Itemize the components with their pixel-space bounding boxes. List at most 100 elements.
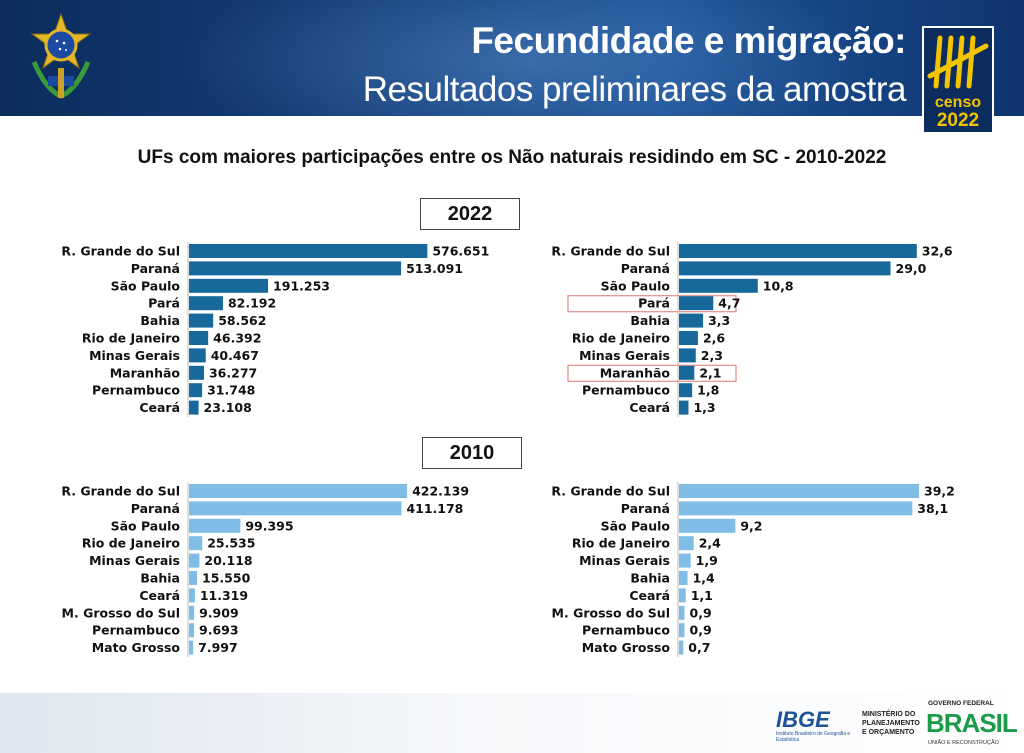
bar-r-grande-do-sul	[189, 484, 408, 498]
bar-bahia	[679, 313, 704, 328]
ministry-logo: MINISTÉRIO DO PLANEJAMENTO E ORÇAMENTO	[862, 710, 920, 737]
category-label: Bahia	[630, 571, 670, 586]
bar-minas-gerais	[189, 348, 206, 363]
highlight-box-maranhao	[567, 364, 737, 382]
value-label: 29,0	[896, 261, 927, 276]
value-label: 25.535	[207, 536, 255, 551]
bar-minas-gerais	[679, 553, 691, 568]
category-label: Paraná	[131, 261, 180, 276]
category-label: São Paulo	[111, 278, 181, 293]
value-label: 23.108	[204, 400, 252, 415]
value-label: 1,4	[693, 571, 715, 586]
bar-m-grosso-do-sul	[189, 605, 195, 620]
bar-parana	[679, 501, 913, 516]
value-label: 31.748	[207, 383, 255, 398]
value-label: 0,9	[690, 605, 712, 620]
bar-mato-grosso	[189, 640, 194, 655]
value-label: 10,8	[763, 278, 794, 293]
value-label: 9.693	[199, 623, 239, 638]
value-label: 9,2	[740, 518, 762, 533]
bar-r-grande-do-sul	[679, 244, 917, 258]
bar-ceara	[679, 588, 686, 603]
gov-federal-label: GOVERNO FEDERAL	[928, 700, 994, 707]
bar-bahia	[189, 313, 214, 328]
bar-r-grande-do-sul	[679, 484, 920, 498]
category-label: Pernambuco	[92, 623, 180, 638]
category-label: Pernambuco	[582, 383, 670, 398]
value-label: 422.139	[412, 484, 469, 499]
value-label: 99.395	[245, 518, 293, 533]
category-label: São Paulo	[601, 518, 671, 533]
bar-para	[189, 296, 223, 311]
category-label: R. Grande do Sul	[551, 244, 670, 259]
value-label: 7.997	[198, 640, 238, 655]
value-label: 4,7	[718, 296, 740, 311]
header-light-streak	[180, 0, 880, 116]
bar-pernambuco	[679, 623, 685, 638]
value-label: 2,4	[699, 536, 721, 551]
value-label: 0,7	[688, 640, 710, 655]
bar-rio-de-janeiro	[679, 536, 694, 551]
bar-pernambuco	[189, 623, 195, 638]
bar-r-grande-do-sul	[189, 244, 428, 258]
category-label: Rio de Janeiro	[572, 536, 671, 551]
category-label: Ceará	[629, 400, 670, 415]
bar-pernambuco	[679, 383, 693, 398]
value-label: 3,3	[708, 313, 730, 328]
category-label: M. Grosso do Sul	[552, 605, 670, 620]
bar-bahia	[679, 571, 688, 585]
category-label: Pará	[638, 296, 670, 311]
bar-rio-de-janeiro	[189, 536, 203, 551]
brasil-logo: BRASIL	[926, 708, 1018, 738]
category-label: Bahia	[140, 571, 180, 586]
value-label: 1,3	[693, 400, 715, 415]
value-label: 46.392	[213, 331, 261, 346]
category-label: Ceará	[139, 588, 180, 603]
censo-logo-year: 2022	[936, 110, 980, 131]
uniao-reconstrucao-label: UNIÃO E RECONSTRUÇÃO	[928, 740, 999, 746]
category-label: Paraná	[621, 501, 670, 516]
bar-maranhao	[679, 365, 695, 380]
bar-ceara	[189, 588, 195, 603]
value-label: 15.550	[202, 571, 251, 586]
brazil-coat-of-arms-icon	[30, 12, 92, 99]
category-label: Paraná	[131, 501, 180, 516]
category-label: Mato Grosso	[582, 640, 671, 655]
page-title: Fecundidade e migração:	[471, 20, 906, 61]
category-label: Mato Grosso	[92, 640, 181, 655]
highlight-box-para	[567, 295, 737, 313]
category-label: Rio de Janeiro	[82, 331, 181, 346]
header-banner: Fecundidade e migração: Resultados preli…	[0, 0, 1024, 116]
category-label: Minas Gerais	[89, 348, 180, 363]
ministry-line: MINISTÉRIO DO	[862, 711, 916, 718]
censo-logo-text: censo	[934, 94, 982, 111]
chart-title: UFs com maiores participações entre os N…	[137, 147, 887, 168]
footer-bar	[0, 693, 1024, 753]
bar-ceara	[679, 400, 689, 415]
value-label: 36.277	[209, 365, 257, 380]
bar-parana	[189, 501, 402, 516]
value-label: 513.091	[406, 261, 463, 276]
value-label: 411.178	[406, 501, 463, 516]
category-label: Pernambuco	[92, 383, 180, 398]
category-label: Pernambuco	[582, 623, 670, 638]
bar-mato-grosso	[679, 640, 684, 655]
category-label: Ceará	[139, 400, 180, 415]
category-label: Maranhão	[600, 365, 671, 380]
value-label: 38,1	[917, 501, 948, 516]
year-label-2010: 2010	[422, 437, 522, 469]
category-label: São Paulo	[111, 518, 181, 533]
ministry-line: PLANEJAMENTO	[862, 720, 920, 727]
chart-2022-absolute: R. Grande do Sul 576.651 Paraná 513.091 São …	[61, 242, 489, 417]
bar-minas-gerais	[679, 348, 696, 363]
category-label: R. Grande do Sul	[61, 244, 180, 259]
category-label: Bahia	[140, 313, 180, 328]
year-label-2022: 2022	[420, 198, 520, 230]
bar-minas-gerais	[189, 553, 200, 568]
page-subtitle: Resultados preliminares da amostra	[362, 70, 907, 109]
category-label: Bahia	[630, 313, 670, 328]
value-label: 2,1	[699, 365, 721, 380]
bar-sao-paulo	[189, 518, 241, 533]
chart-2022-percent: R. Grande do Sul 32,6 Paraná 29,0 São Paulo 1…	[551, 242, 953, 417]
category-label: R. Grande do Sul	[61, 484, 180, 499]
